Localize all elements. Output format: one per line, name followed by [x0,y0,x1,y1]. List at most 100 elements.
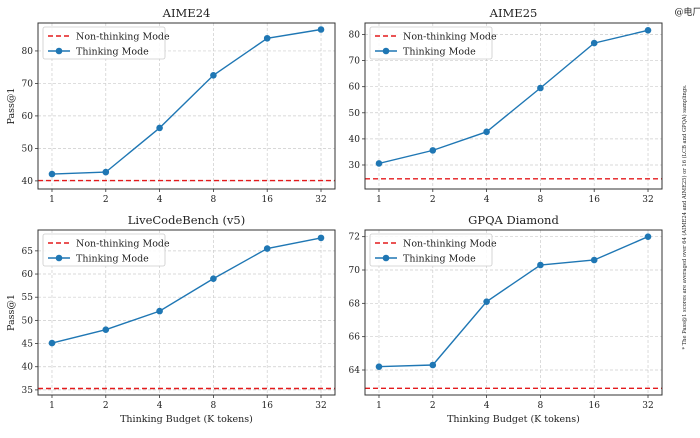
thinking-point [483,298,490,305]
footnote: * The Pass@1 scores are averaged over 64… [681,84,688,349]
y-tick-label: 60 [22,112,34,122]
x-tick-label: 32 [642,401,653,411]
y-tick-label: 80 [22,47,34,57]
x-tick-label: 8 [538,195,544,205]
thinking-point [537,261,544,269]
y-tick-label: 40 [349,135,361,145]
x-tick-label: 8 [538,401,544,411]
x-tick-label: 16 [588,195,600,205]
x-tick-label: 1 [49,195,55,205]
thinking-point [429,147,437,154]
thinking-point [590,39,598,47]
legend-thinking-marker [382,47,390,55]
x-tick-label: 2 [430,401,436,411]
legend-box [42,26,166,60]
thinking-point [317,234,325,242]
legend: Non-thinking Mode Thinking Mode [369,233,497,267]
thinking-point [483,128,490,136]
thinking-point [263,34,271,42]
thinking-point [317,26,325,33]
legend-thinking-label: Thinking Mode [76,47,149,58]
x-tick-label: 16 [261,195,273,205]
legend-box [369,26,493,60]
subplot-title: GPQA Diamond [468,213,559,227]
legend-thinking-marker [55,254,63,262]
x-axis-label: Thinking Budget (K tokens) [447,414,580,425]
legend-thinking-marker [382,254,390,262]
y-tick-label: 50 [22,316,34,326]
legend-thinking-label: Thinking Mode [403,47,476,58]
subplot-0: 1 2 4 8 16 32 40 50 60 70 80 AIME24 Pass@1 Non-thinki… [6,6,336,205]
y-tick-label: 64 [349,366,361,376]
thinking-line [378,29,649,165]
x-tick-label: 16 [588,401,600,411]
thinking-line [51,28,322,175]
x-tick-label: 4 [157,401,163,411]
x-tick-label: 16 [261,401,273,411]
y-tick-label: 80 [349,30,361,40]
x-tick-label: 2 [430,195,436,205]
legend-thinking-marker [55,47,63,55]
thinking-point [375,363,383,370]
plot-frame [37,22,336,190]
y-tick-label: 45 [22,340,34,350]
thinking-point [102,326,110,333]
x-tick-label: 32 [315,401,326,411]
legend-non-thinking-label: Non-thinking Mode [76,239,170,250]
subplot-title: AIME25 [489,6,538,20]
x-tick-label: 8 [211,195,217,205]
thinking-point [210,275,217,282]
plot-frame [37,229,336,396]
subplot-title: LiveCodeBench (v5) [128,213,245,227]
x-tick-label: 4 [157,195,163,205]
legend-non-thinking-label: Non-thinking Mode [403,32,497,43]
y-tick-label: 50 [349,109,361,119]
x-tick-label: 1 [376,195,382,205]
x-tick-label: 2 [103,401,109,411]
x-tick-label: 4 [484,195,490,205]
thinking-point [375,160,383,167]
plot-frame [364,229,663,396]
legend: Non-thinking Mode Thinking Mode [42,26,170,60]
thinking-point [429,361,437,369]
legend-box [42,233,166,267]
x-tick-label: 8 [211,401,217,411]
x-tick-label: 1 [376,401,382,411]
subplot-2: 1 2 4 8 16 32 35 40 45 50 55 60 65 LiveCodeBench (v5)… [6,213,336,425]
x-tick-label: 32 [315,195,326,205]
thinking-point [156,307,163,315]
subplot-1: 1 2 4 8 16 32 30 40 50 60 70 80 AIME25 Non-thinking M… [349,6,663,205]
y-tick-label: 40 [22,177,34,187]
x-tick-label: 1 [49,401,55,411]
thinking-point [644,233,652,240]
thinking-point [156,124,163,132]
y-tick-label: 55 [22,293,34,303]
y-tick-label: 72 [349,233,360,243]
y-tick-label: 66 [349,333,361,343]
legend-thinking-label: Thinking Mode [76,254,149,265]
thinking-point [263,245,271,252]
thinking-line [378,236,649,368]
y-tick-label: 40 [22,363,34,373]
subplot-title: AIME24 [162,6,211,20]
y-tick-label: 70 [349,57,361,67]
thinking-line [51,237,322,344]
thinking-point [102,168,110,176]
x-tick-label: 4 [484,401,490,411]
y-tick-label: 70 [22,79,34,89]
y-axis-label: Pass@1 [6,88,17,125]
thinking-point [644,27,652,34]
legend-thinking-label: Thinking Mode [403,254,476,265]
y-tick-label: 70 [349,266,361,276]
y-tick-label: 30 [349,161,361,171]
thinking-point [48,170,56,178]
y-tick-label: 35 [22,386,34,396]
y-axis-label: Pass@1 [6,294,17,331]
x-axis-label: Thinking Budget (K tokens) [120,414,253,425]
legend: Non-thinking Mode Thinking Mode [42,233,170,267]
y-tick-label: 68 [349,299,361,309]
x-tick-label: 32 [642,195,653,205]
y-tick-label: 65 [22,247,34,257]
y-tick-label: 50 [22,144,34,154]
